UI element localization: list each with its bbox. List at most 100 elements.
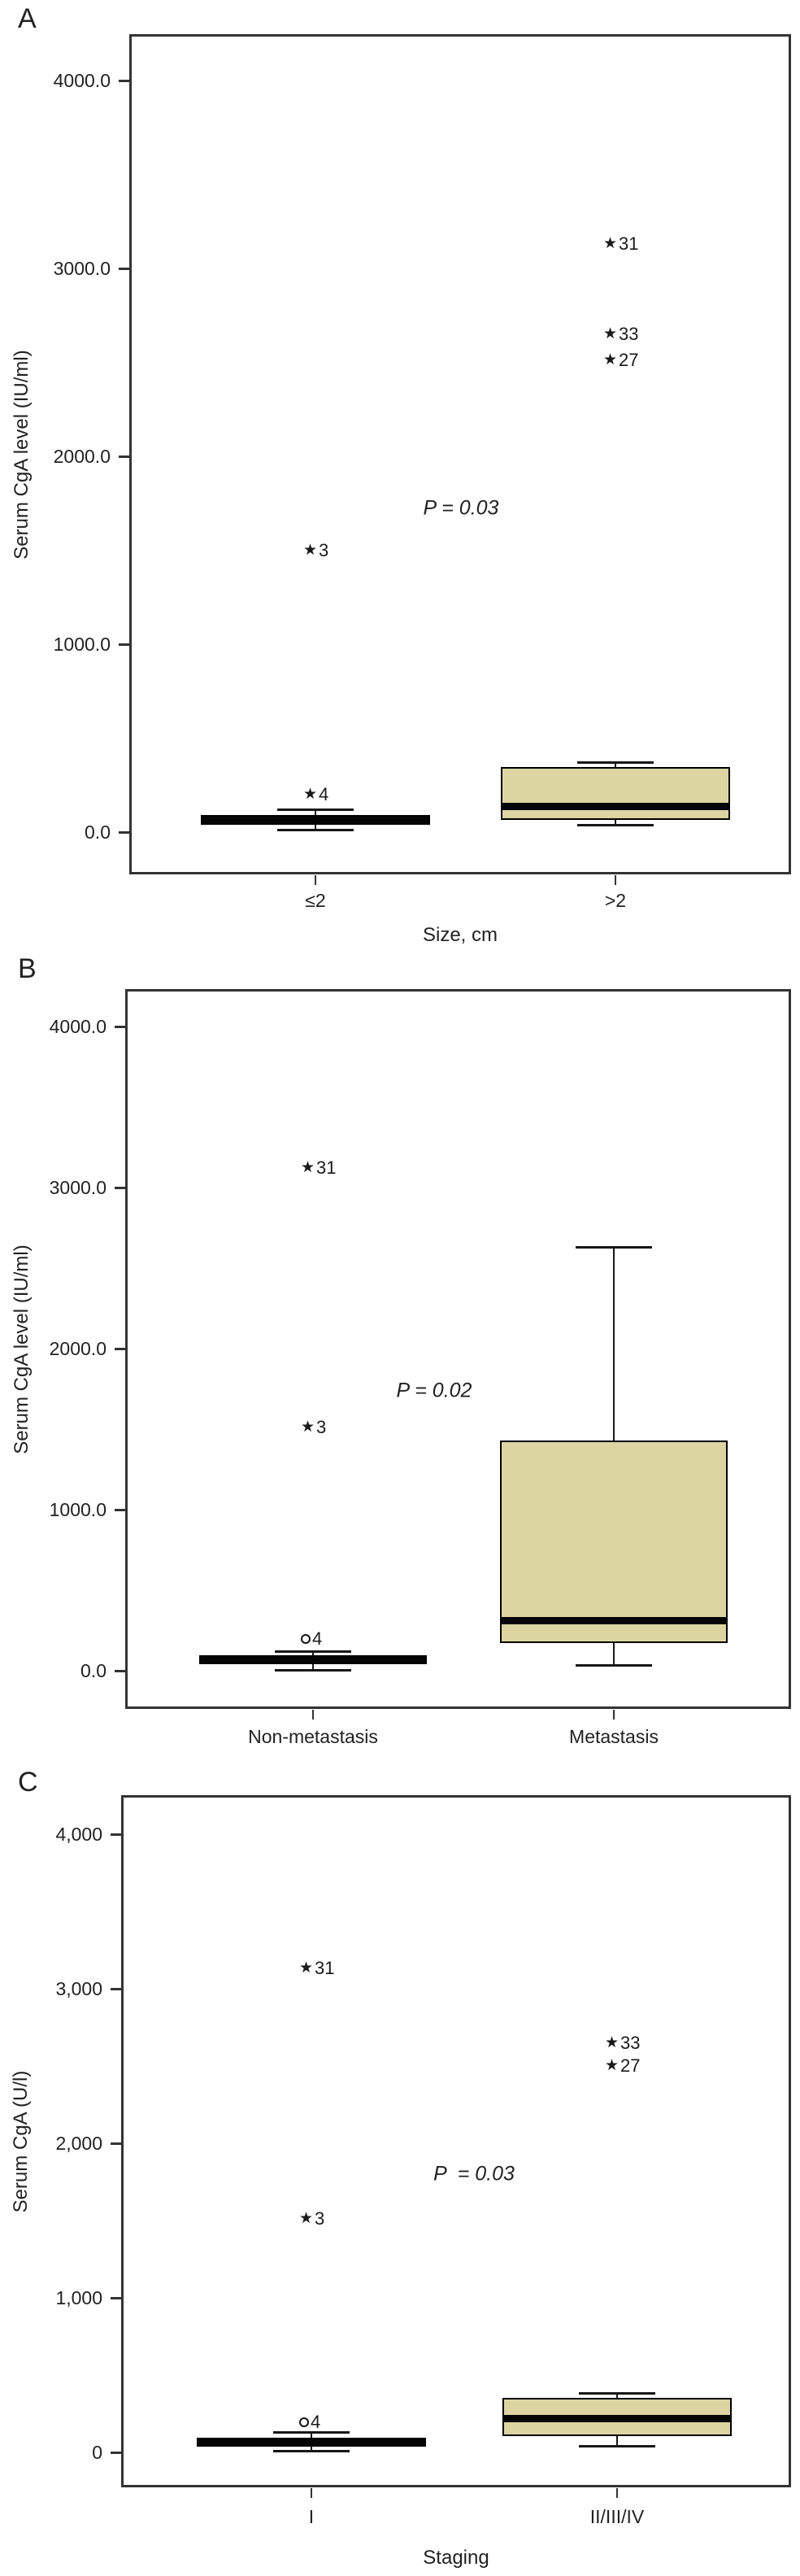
whisker-cap-upper bbox=[577, 761, 654, 765]
outlier-point: ★ 27 bbox=[605, 2056, 641, 2076]
y-tick-mark bbox=[119, 831, 129, 834]
x-tick-label: II/III/IV bbox=[589, 2506, 645, 2527]
outlier-case-label: 3 bbox=[316, 1417, 327, 1438]
y-tick-label: 0.0 bbox=[80, 1660, 107, 1681]
plot-frame bbox=[129, 34, 791, 874]
outlier-point: ★ 27 bbox=[603, 351, 639, 370]
whisker-cap-upper bbox=[576, 1245, 652, 1249]
y-tick-mark bbox=[111, 2297, 121, 2299]
whisker-cap-lower bbox=[273, 2449, 350, 2452]
y-tick-mark bbox=[115, 1026, 125, 1028]
y-tick-label: 3000.0 bbox=[53, 258, 111, 279]
outlier-case-label: 3 bbox=[315, 2208, 325, 2229]
outlier-star-icon: ★ bbox=[299, 1959, 314, 1977]
outlier-point: ★ 33 bbox=[603, 323, 639, 344]
outlier-case-label: 27 bbox=[619, 350, 639, 371]
panel-letter: B bbox=[18, 953, 37, 984]
outlier-case-label: 27 bbox=[620, 2055, 641, 2076]
median-line bbox=[198, 2439, 424, 2447]
p-value-label: P = 0.03 bbox=[433, 2162, 515, 2186]
y-tick-label: 4000.0 bbox=[53, 70, 111, 91]
outlier-point: ★ 33 bbox=[605, 2033, 641, 2053]
median-line bbox=[201, 1656, 425, 1664]
outlier-case-label: 33 bbox=[620, 2033, 641, 2054]
x-tick-mark bbox=[613, 1710, 615, 1720]
outlier-star-icon: ★ bbox=[301, 1419, 315, 1436]
box-rect bbox=[501, 767, 730, 820]
y-tick-label: 2000.0 bbox=[53, 446, 111, 467]
x-tick-mark bbox=[311, 2488, 312, 2498]
whisker-cap-upper bbox=[579, 2392, 655, 2395]
y-tick-mark bbox=[119, 643, 129, 646]
whisker-cap-upper bbox=[275, 1650, 351, 1653]
y-tick-mark bbox=[115, 1348, 125, 1350]
median-line bbox=[502, 1617, 726, 1625]
outlier-star-icon: ★ bbox=[301, 1159, 315, 1177]
y-tick-mark bbox=[119, 455, 129, 458]
outlier-case-label: 4 bbox=[319, 783, 329, 804]
x-tick-label: I bbox=[308, 2506, 315, 2527]
outlier-star-icon: ★ bbox=[605, 2057, 620, 2074]
outlier-point: 4 bbox=[299, 2411, 321, 2432]
outlier-case-label: 31 bbox=[619, 233, 639, 254]
x-tick-mark bbox=[616, 2488, 618, 2498]
x-tick-label: ≤2 bbox=[305, 890, 326, 911]
y-tick-label: 3000.0 bbox=[49, 1177, 107, 1198]
p-value-label: P = 0.03 bbox=[423, 496, 499, 520]
x-axis-title: Size, cm bbox=[422, 924, 498, 946]
outlier-case-label: 31 bbox=[316, 1157, 337, 1179]
whisker-cap-upper bbox=[277, 808, 354, 811]
y-tick-mark bbox=[115, 1187, 125, 1189]
x-tick-label: Non-metastasis bbox=[248, 1726, 378, 1747]
y-tick-mark bbox=[111, 2452, 121, 2454]
outlier-case-label: 31 bbox=[315, 1958, 335, 1979]
outlier-case-label: 4 bbox=[311, 2411, 321, 2432]
median-line bbox=[504, 2414, 730, 2422]
whisker-cap-lower bbox=[277, 829, 354, 832]
x-tick-mark bbox=[312, 1710, 314, 1720]
outlier-star-icon: ★ bbox=[603, 234, 618, 252]
x-tick-label: >2 bbox=[604, 890, 627, 911]
plot-frame bbox=[125, 989, 791, 1709]
outlier-point: ★ 31 bbox=[299, 1959, 335, 1978]
y-tick-mark bbox=[119, 80, 129, 82]
outlier-star-icon: ★ bbox=[603, 351, 618, 369]
outlier-point: ★ 3 bbox=[303, 539, 329, 560]
plot-frame bbox=[121, 1795, 791, 2487]
median-line bbox=[202, 816, 428, 824]
y-tick-label: 4,000 bbox=[55, 1824, 102, 1845]
whisker-cap-lower bbox=[579, 2444, 655, 2447]
outlier-star-icon: ★ bbox=[303, 785, 318, 803]
y-tick-mark bbox=[115, 1670, 125, 1672]
y-tick-label: 0 bbox=[92, 2442, 102, 2463]
outlier-case-label: 4 bbox=[312, 1628, 323, 1650]
y-tick-label: 0.0 bbox=[85, 822, 111, 843]
outlier-point: ★ 3 bbox=[299, 2209, 324, 2229]
p-value-label: P = 0.02 bbox=[396, 1379, 472, 1402]
outlier-circle-icon bbox=[301, 1634, 311, 1645]
outlier-case-label: 33 bbox=[619, 323, 639, 344]
y-tick-mark bbox=[111, 1833, 121, 1836]
y-tick-label: 1,000 bbox=[55, 2287, 102, 2308]
y-tick-label: 3,000 bbox=[55, 1978, 102, 1999]
outlier-point: 4 bbox=[301, 1629, 322, 1649]
panel-letter: A bbox=[18, 3, 37, 34]
x-tick-label: Metastasis bbox=[569, 1726, 659, 1747]
y-tick-mark bbox=[111, 2142, 121, 2145]
x-tick-mark bbox=[315, 875, 316, 885]
panel-letter: C bbox=[18, 1767, 38, 1798]
whisker-cap-lower bbox=[275, 1668, 351, 1672]
outlier-point: ★ 31 bbox=[301, 1158, 337, 1178]
y-tick-label: 4000.0 bbox=[49, 1016, 107, 1037]
box-rect bbox=[500, 1440, 728, 1644]
outlier-point: ★ 31 bbox=[603, 233, 639, 254]
outlier-point: ★ 3 bbox=[301, 1418, 326, 1437]
outlier-star-icon: ★ bbox=[303, 541, 318, 559]
median-line bbox=[502, 803, 728, 811]
y-tick-label: 2000.0 bbox=[49, 1338, 107, 1359]
outlier-case-label: 3 bbox=[319, 539, 329, 560]
whisker-cap-upper bbox=[273, 2430, 350, 2434]
y-tick-mark bbox=[119, 268, 129, 270]
y-tick-label: 1000.0 bbox=[53, 634, 111, 655]
